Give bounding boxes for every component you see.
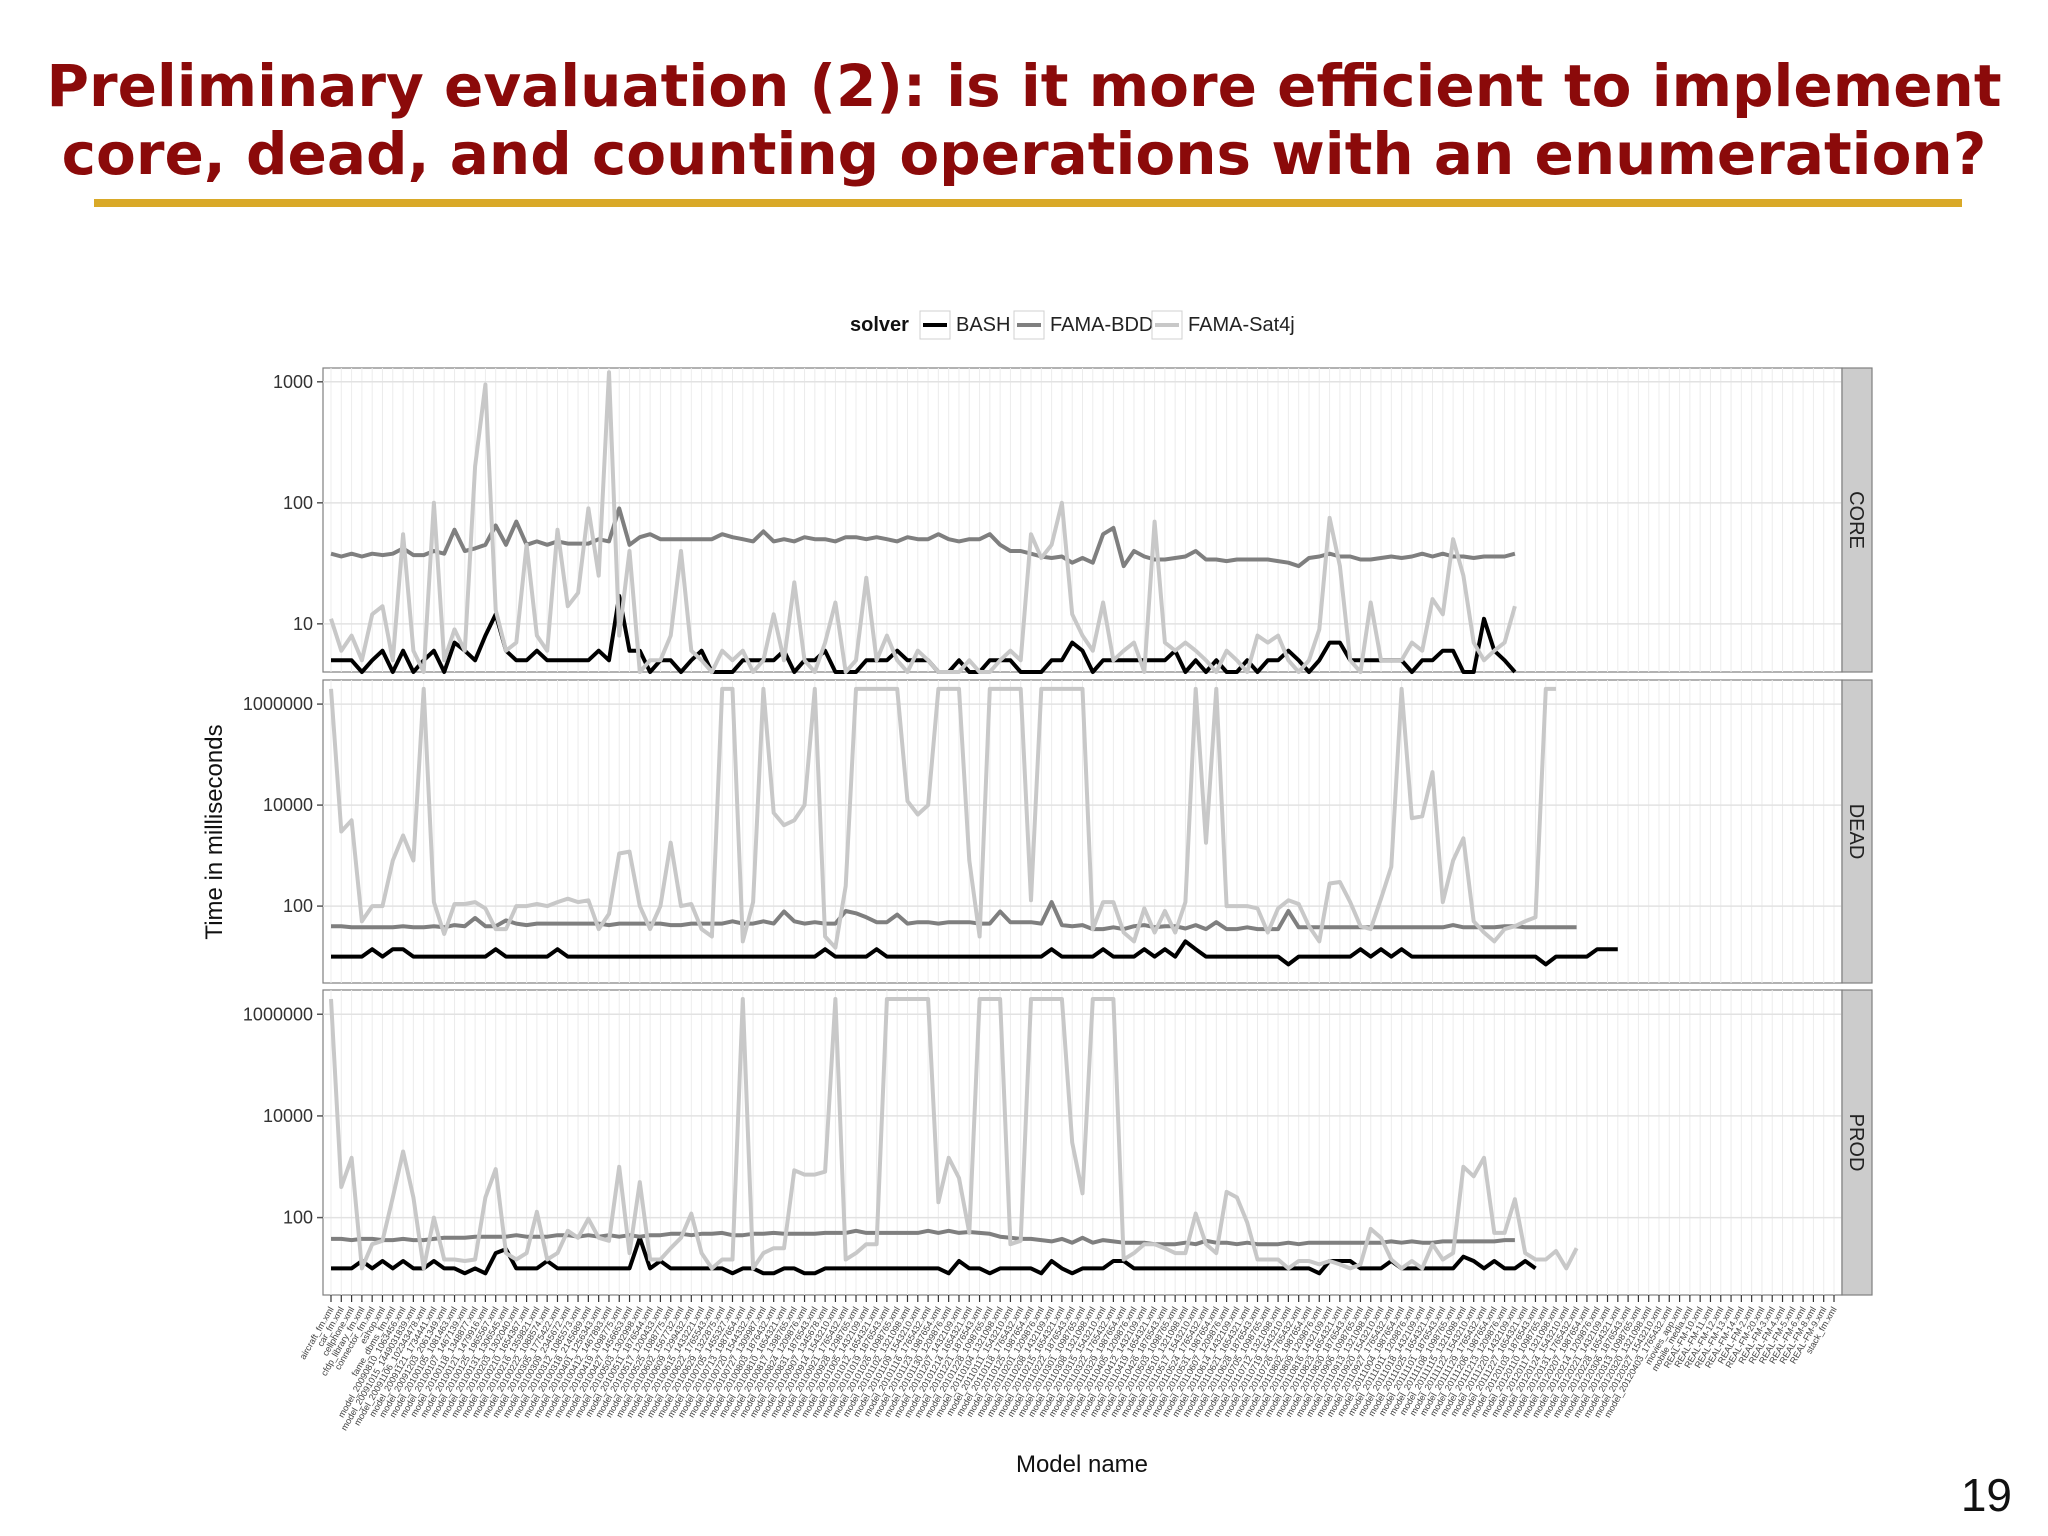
x-axis-title: Model name bbox=[1016, 1451, 1148, 1478]
panel-prod: 100 10000 1000000 PROD bbox=[243, 989, 1873, 1296]
y-tick-label: 100 bbox=[283, 1208, 313, 1228]
y-tick-label: 10000 bbox=[263, 1106, 313, 1126]
y-tick-label: 100 bbox=[283, 493, 313, 513]
x-axis-ticks: aircraft_fm.xmlcar_fm.xmlcellphone.xmlcf… bbox=[298, 1295, 1839, 1432]
panel-core: 10 100 1000 CORE bbox=[273, 367, 1873, 674]
page-number: 19 bbox=[1960, 1469, 2012, 1521]
chart-panels: 10 100 1000 CORE 100 10000 1000000 DEAD 100 10000… bbox=[243, 367, 1873, 1296]
legend: solver BASH FAMA-BDD FAMA-Sat4j bbox=[850, 310, 1295, 340]
series-line-bash bbox=[331, 593, 1517, 674]
legend-item-label: FAMA-Sat4j bbox=[1188, 314, 1295, 336]
facet-label: PROD bbox=[1845, 1114, 1867, 1172]
panel-dead: 100 10000 1000000 DEAD bbox=[243, 679, 1873, 984]
facet-strip bbox=[1841, 367, 1873, 673]
y-tick-label: 100 bbox=[283, 896, 313, 916]
series-line-fama-bdd bbox=[331, 1228, 1515, 1247]
facet-label: DEAD bbox=[1845, 804, 1867, 860]
y-tick-label: 1000 bbox=[273, 372, 313, 392]
series-line-fama-sat4j bbox=[329, 997, 1579, 1271]
series-line-bash bbox=[331, 939, 1618, 967]
facet-strip bbox=[1841, 989, 1873, 1296]
legend-title: solver bbox=[850, 314, 909, 336]
facet-strip bbox=[1841, 679, 1873, 984]
title-underline bbox=[94, 199, 1962, 207]
slide-title: Preliminary evaluation (2): is it more e… bbox=[46, 52, 2002, 188]
y-axis-title: Time in milliseconds bbox=[201, 724, 228, 939]
facet-label: CORE bbox=[1845, 491, 1867, 549]
y-tick-label: 1000000 bbox=[243, 694, 313, 714]
y-tick-label: 1000000 bbox=[243, 1004, 313, 1024]
series-line-fama-sat4j bbox=[329, 686, 1556, 950]
series-line-fama-sat4j bbox=[329, 370, 1517, 674]
y-tick-label: 10000 bbox=[263, 795, 313, 815]
legend-item-label: FAMA-BDD bbox=[1050, 314, 1153, 336]
legend-item-label: BASH bbox=[956, 314, 1010, 336]
y-tick-label: 10 bbox=[293, 614, 313, 634]
